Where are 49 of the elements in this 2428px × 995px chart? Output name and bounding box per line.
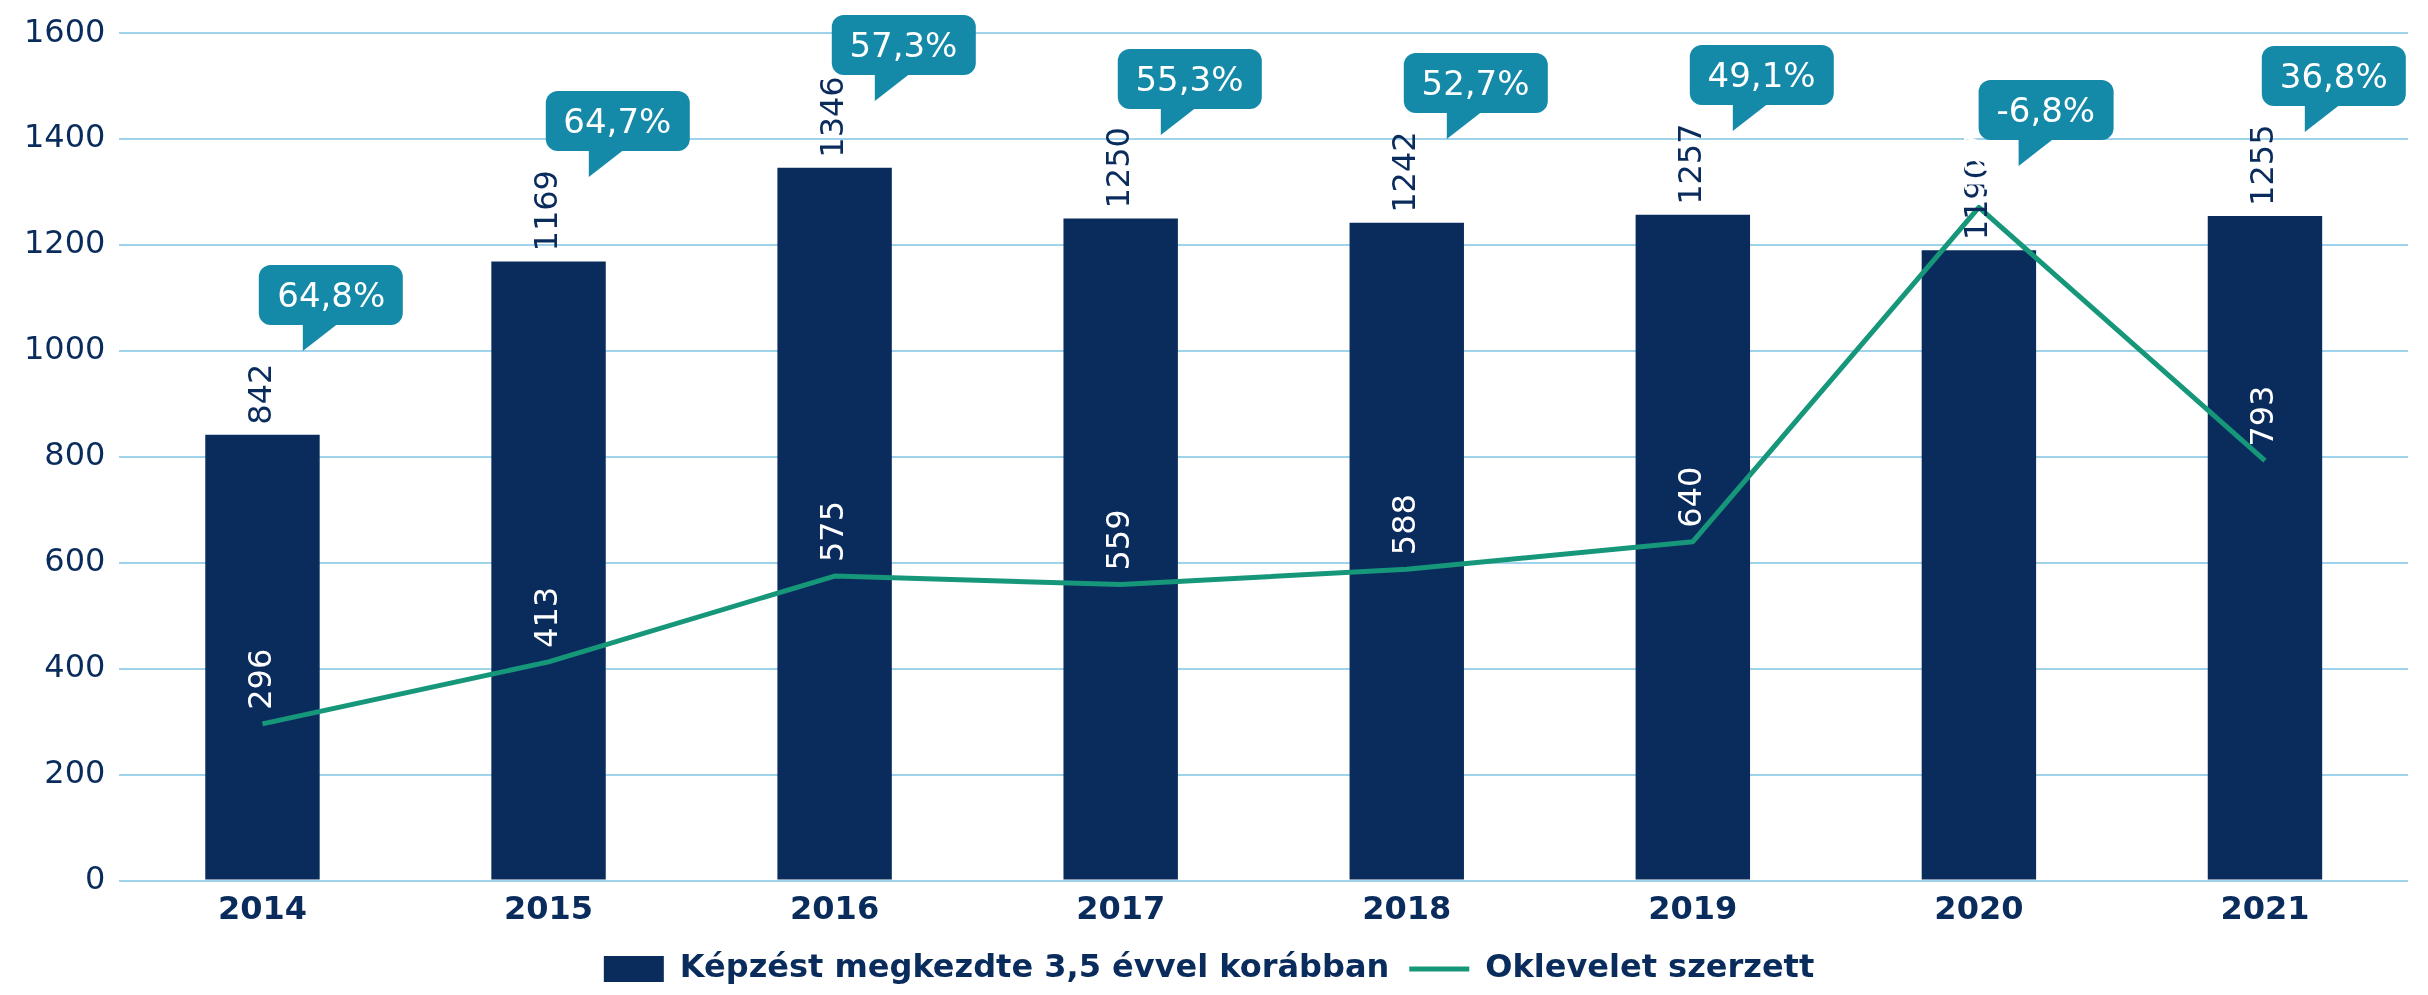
data-label: 588 — [1385, 494, 1424, 556]
data-label: 793 — [2243, 385, 2282, 447]
data-label: 1257 — [1671, 123, 1710, 205]
data-label: 296 — [240, 648, 279, 710]
bar — [1635, 214, 1751, 880]
legend-label: Képzést megkezdte 3,5 évvel korábban — [679, 947, 1390, 986]
data-label: 1169 — [526, 170, 565, 252]
legend-label: Oklevelet szerzett — [1485, 947, 1815, 986]
annotation: 64,8% — [277, 274, 386, 315]
y-tick-label: 1600 — [24, 11, 106, 50]
annotation: 36,8% — [2279, 55, 2388, 96]
bar — [205, 434, 320, 880]
x-tick-label: 2019 — [1648, 889, 1738, 928]
y-tick-label: 600 — [44, 541, 106, 580]
bar — [491, 261, 606, 880]
data-label: 575 — [812, 500, 851, 563]
data-label: 842 — [240, 363, 279, 425]
bar — [1063, 218, 1178, 880]
y-tick-label: 800 — [44, 435, 106, 474]
data-label: 1346 — [812, 76, 851, 158]
x-tick-label: 2020 — [1934, 889, 2024, 928]
y-tick-label: 1200 — [24, 223, 106, 262]
bar — [1921, 250, 2037, 880]
data-label: 1242 — [1385, 131, 1424, 213]
x-tick-label: 2018 — [1362, 889, 1452, 928]
annotation: -6,8% — [1996, 90, 2096, 131]
data-label: 559 — [1099, 509, 1137, 571]
bar — [777, 167, 892, 880]
annotation: 55,3% — [1135, 58, 1244, 99]
x-tick-label: 2016 — [790, 889, 880, 928]
bar — [1349, 222, 1464, 880]
x-tick-label: 2021 — [2220, 889, 2310, 928]
y-tick-label: 0 — [85, 858, 106, 897]
x-tick-label: 2014 — [217, 889, 307, 928]
data-label: 1255 — [2243, 124, 2282, 206]
y-tick-label: 1000 — [24, 329, 106, 368]
data-label: 640 — [1671, 466, 1710, 528]
annotation: 57,3% — [849, 25, 958, 65]
x-tick-label: 2015 — [504, 889, 594, 928]
x-tick-label: 2017 — [1076, 889, 1166, 928]
y-tick-label: 200 — [44, 752, 106, 791]
data-label: 413 — [526, 586, 565, 648]
y-tick-label: 400 — [44, 647, 106, 686]
annotation: 64,7% — [563, 101, 672, 142]
annotation: 52,7% — [1421, 62, 1530, 103]
y-tick-label: 1400 — [24, 117, 106, 156]
data-label: 1250 — [1099, 127, 1137, 209]
annotation: 49,1% — [1707, 54, 1816, 95]
bar — [2207, 215, 2323, 880]
